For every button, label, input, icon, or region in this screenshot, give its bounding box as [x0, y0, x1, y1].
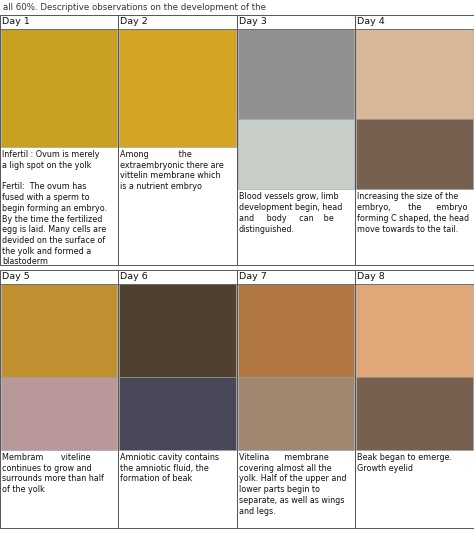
Bar	[238, 119, 355, 189]
Bar	[356, 119, 473, 189]
Bar	[237, 15, 356, 265]
Bar	[1, 377, 118, 450]
Bar	[119, 377, 236, 450]
Bar	[237, 270, 356, 528]
Text: Day 5: Day 5	[2, 272, 30, 281]
Bar	[356, 15, 474, 265]
Bar	[356, 284, 473, 377]
Text: Beak began to emerge.
Growth eyelid: Beak began to emerge. Growth eyelid	[357, 453, 453, 473]
Bar	[118, 15, 237, 265]
Bar	[238, 284, 355, 377]
Text: Infertil : Ovum is merely
a ligh spot on the yolk

Fertil:  The ovum has
fused w: Infertil : Ovum is merely a ligh spot on…	[2, 150, 107, 266]
Bar	[356, 29, 473, 119]
Text: Among            the
extraembryonic there are
vittelin membrane which
is a nutri: Among the extraembryonic there are vitte…	[120, 150, 224, 191]
Bar	[356, 377, 473, 450]
Bar	[238, 377, 355, 450]
Bar	[118, 270, 237, 528]
Text: Day 1: Day 1	[2, 17, 30, 26]
Bar	[356, 270, 474, 528]
Text: Day 2: Day 2	[120, 17, 148, 26]
Text: Membram       viteline
continues to grow and
surrounds more than half
of the yol: Membram viteline continues to grow and s…	[2, 453, 104, 494]
Text: Day 3: Day 3	[239, 17, 267, 26]
Text: Vitelina      membrane
covering almost all the
yolk. Half of the upper and
lower: Vitelina membrane covering almost all th…	[239, 453, 346, 515]
Bar	[119, 29, 236, 147]
Bar	[119, 284, 236, 377]
Bar	[1, 284, 118, 377]
Bar	[0, 15, 118, 265]
Bar	[1, 29, 118, 147]
Text: Day 7: Day 7	[239, 272, 267, 281]
Text: all 60%. Descriptive observations on the development of the: all 60%. Descriptive observations on the…	[3, 3, 266, 12]
Text: Day 4: Day 4	[357, 17, 385, 26]
Text: Day 6: Day 6	[120, 272, 148, 281]
Text: Day 8: Day 8	[357, 272, 385, 281]
Text: Amniotic cavity contains
the amniotic fluid, the
formation of beak: Amniotic cavity contains the amniotic fl…	[120, 453, 219, 484]
Text: Increasing the size of the
embryo,       the      embryo
forming C shaped, the h: Increasing the size of the embryo, the e…	[357, 193, 470, 233]
Bar	[238, 29, 355, 119]
Bar	[0, 270, 118, 528]
Text: Blood vessels grow, limb
development begin, head
and     body     can    be
dist: Blood vessels grow, limb development beg…	[239, 193, 342, 233]
